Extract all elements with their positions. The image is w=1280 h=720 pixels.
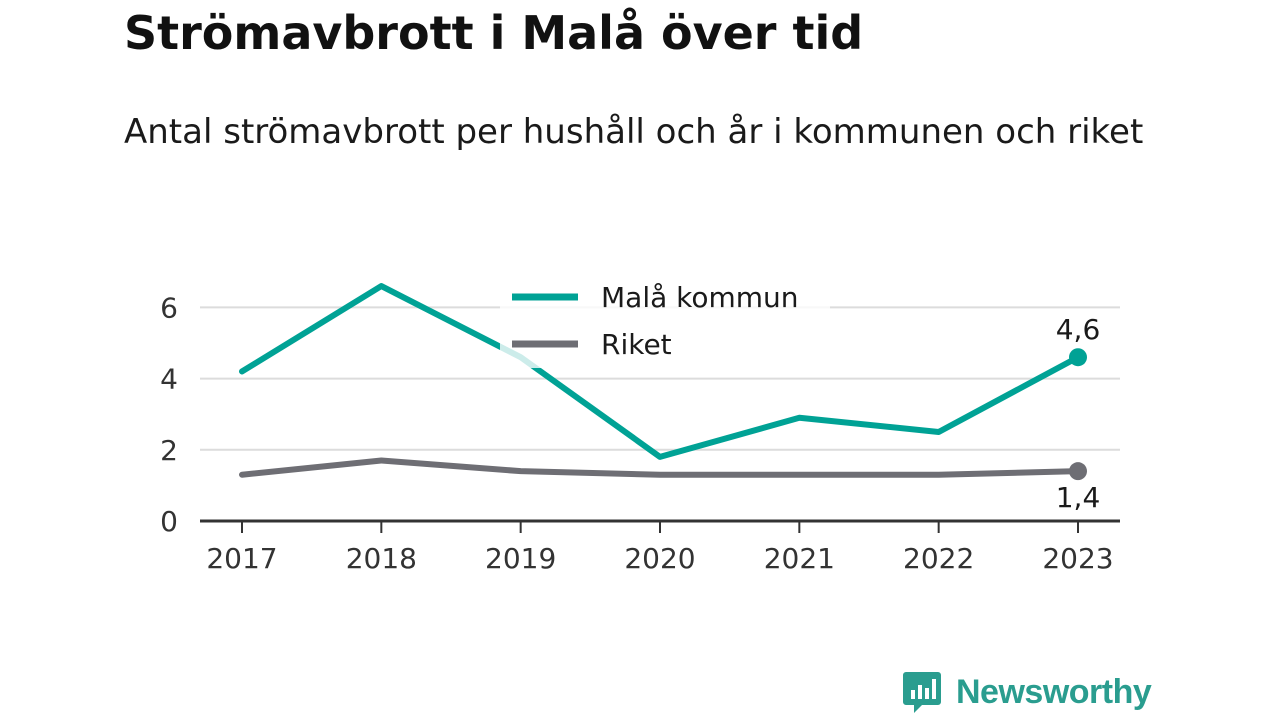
y-tick-label-4: 4 xyxy=(160,363,178,396)
brand-logo: Newsworthy xyxy=(902,670,1152,714)
legend-background xyxy=(500,272,830,368)
end-labels: 4,6 1,4 xyxy=(1056,313,1101,514)
y-tick-label-6: 6 xyxy=(160,291,178,324)
end-label-1: 1,4 xyxy=(1056,481,1101,514)
legend: Malå kommun Riket xyxy=(500,272,830,368)
x-tick-label-2022: 2022 xyxy=(903,542,974,575)
y-tick-label-2: 2 xyxy=(160,434,178,467)
series-end-point-1 xyxy=(1069,462,1087,481)
x-tick-label-2020: 2020 xyxy=(624,542,695,575)
x-tick-label-2017: 2017 xyxy=(206,542,277,575)
series-line-0 xyxy=(239,283,1081,460)
legend-label-1: Riket xyxy=(601,328,672,361)
axes: 0 2 4 6 2017 2018 2019 2020 2021 2022 2023 xyxy=(160,291,1120,575)
series-line-1 xyxy=(239,457,1081,478)
x-tick-label-2019: 2019 xyxy=(485,542,556,575)
series-layer xyxy=(239,283,1087,481)
y-tick-label-0: 0 xyxy=(160,505,178,538)
newsworthy-logo-icon xyxy=(903,672,941,713)
end-label-0: 4,6 xyxy=(1056,313,1101,346)
legend-label-0: Malå kommun xyxy=(601,281,799,314)
x-tick-label-2018: 2018 xyxy=(346,542,417,575)
chart-subtitle: Antal strömavbrott per hushåll och år i … xyxy=(124,112,1144,152)
series-end-point-0 xyxy=(1069,348,1087,367)
x-tick-label-2023: 2023 xyxy=(1042,542,1113,575)
chart-title: Strömavbrott i Malå över tid xyxy=(124,6,864,60)
x-tick-label-2021: 2021 xyxy=(764,542,835,575)
brand-name: Newsworthy xyxy=(956,672,1152,711)
